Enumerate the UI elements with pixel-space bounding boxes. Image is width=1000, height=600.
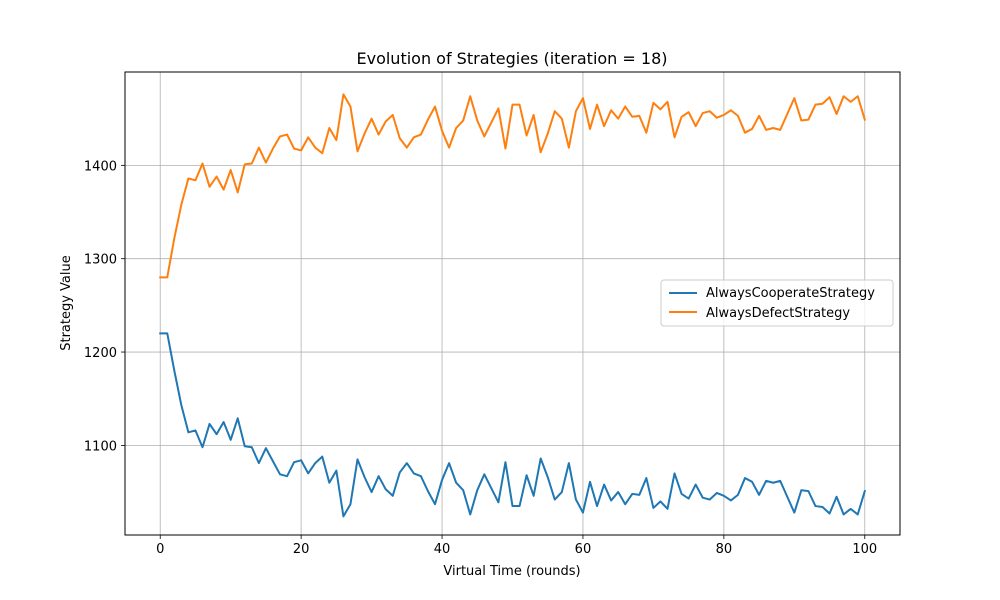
x-tick-label: 100	[852, 542, 877, 557]
x-tick-label: 0	[156, 542, 164, 557]
x-axis-label: Virtual Time (rounds)	[443, 564, 580, 579]
y-axis-label: Strategy Value	[59, 255, 74, 351]
y-tick-label: 1400	[84, 159, 117, 174]
x-tick-label: 40	[434, 542, 451, 557]
series-line-defect	[159, 93, 867, 279]
y-tick-label: 1100	[84, 439, 117, 454]
series-line-cooperate	[159, 332, 867, 518]
y-tick-label: 1200	[84, 346, 117, 361]
x-tick-label: 80	[716, 542, 733, 557]
x-tick-label: 60	[575, 542, 592, 557]
legend-label-cooperate: AlwaysCooperateStrategy	[706, 286, 875, 301]
legend: AlwaysCooperateStrategy AlwaysDefectStra…	[660, 279, 894, 327]
series-layer	[159, 93, 867, 518]
axis-ticks: 0 20 40 60 80 100 1100 1200 1300 1400	[84, 159, 877, 557]
legend-box	[660, 279, 894, 327]
y-tick-label: 1300	[84, 253, 117, 268]
chart-title: Evolution of Strategies (iteration = 18)	[356, 49, 667, 68]
plot-area-frame	[124, 71, 901, 536]
x-tick-label: 20	[293, 542, 310, 557]
legend-label-defect: AlwaysDefectStrategy	[706, 306, 850, 321]
